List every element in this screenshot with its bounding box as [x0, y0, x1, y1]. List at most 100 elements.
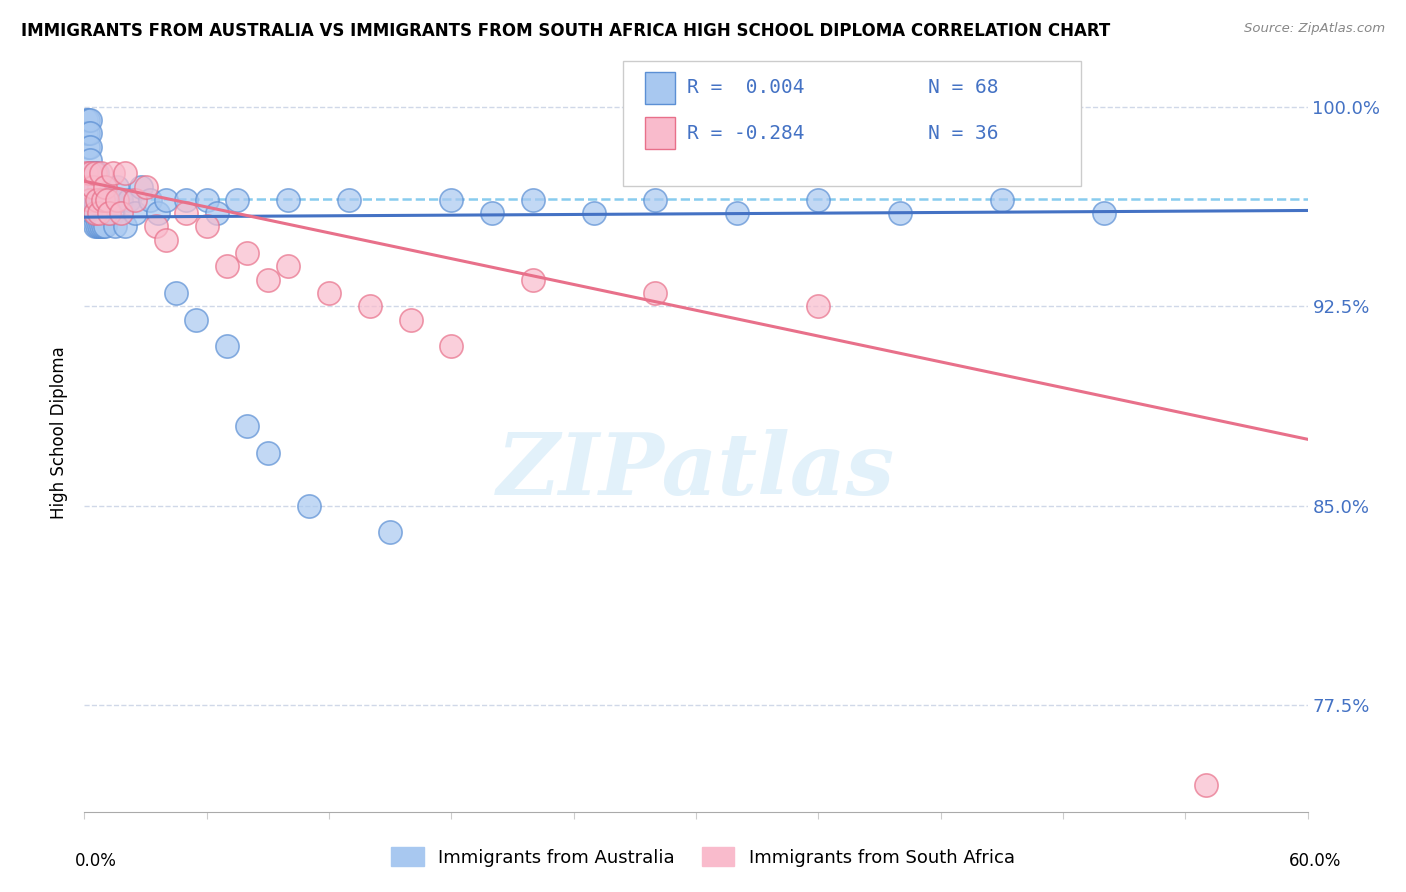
Point	[79, 126, 101, 140]
Text: 60.0%: 60.0%	[1288, 852, 1341, 870]
Point	[82, 179, 104, 194]
Text: Source: ZipAtlas.com: Source: ZipAtlas.com	[1244, 22, 1385, 36]
Point	[87, 206, 110, 220]
Point	[83, 193, 105, 207]
Point	[96, 193, 118, 207]
Point	[82, 193, 104, 207]
Point	[124, 193, 146, 207]
Point	[100, 193, 122, 207]
Point	[90, 166, 112, 180]
Point	[174, 193, 197, 207]
Point	[1092, 206, 1115, 220]
Point	[75, 166, 97, 180]
Point	[145, 219, 167, 234]
Point	[79, 153, 101, 167]
Point	[131, 179, 153, 194]
Point	[399, 312, 422, 326]
Point	[77, 179, 100, 194]
Point	[110, 206, 132, 220]
Point	[236, 419, 259, 434]
Point	[522, 193, 544, 207]
Point	[75, 113, 97, 128]
Point	[86, 193, 108, 207]
Point	[79, 166, 101, 180]
Text: R =  0.004: R = 0.004	[688, 78, 804, 97]
Point	[77, 126, 100, 140]
Point	[991, 193, 1014, 207]
Point	[277, 260, 299, 274]
Point	[481, 206, 503, 220]
Point	[83, 166, 105, 180]
Text: N = 68: N = 68	[928, 78, 998, 97]
Point	[86, 166, 108, 180]
Point	[82, 179, 104, 194]
Legend: Immigrants from Australia, Immigrants from South Africa: Immigrants from Australia, Immigrants fr…	[384, 840, 1022, 874]
Point	[226, 193, 249, 207]
Point	[105, 193, 128, 207]
Point	[83, 206, 105, 220]
Point	[135, 179, 157, 194]
Text: R = -0.284: R = -0.284	[688, 124, 804, 143]
Point	[83, 179, 105, 194]
Text: ZIPatlas: ZIPatlas	[496, 429, 896, 512]
Point	[91, 193, 114, 207]
Point	[97, 206, 120, 220]
Point	[339, 193, 361, 207]
FancyBboxPatch shape	[623, 61, 1081, 186]
Point	[440, 339, 463, 353]
Point	[138, 193, 160, 207]
Point	[91, 193, 114, 207]
Point	[83, 206, 105, 220]
Text: N = 36: N = 36	[928, 124, 998, 143]
Point	[217, 260, 239, 274]
Point	[644, 193, 666, 207]
Point	[101, 206, 124, 220]
Point	[118, 193, 141, 207]
Point	[90, 193, 112, 207]
Point	[440, 193, 463, 207]
Point	[83, 166, 105, 180]
Point	[359, 299, 381, 313]
Y-axis label: High School Diploma: High School Diploma	[51, 346, 69, 519]
Point	[1195, 778, 1218, 792]
Point	[124, 206, 146, 220]
Point	[96, 193, 118, 207]
Point	[79, 166, 101, 180]
Point	[380, 525, 402, 540]
Point	[195, 193, 218, 207]
Bar	[644, 71, 675, 103]
Point	[807, 193, 830, 207]
Point	[889, 206, 911, 220]
Point	[298, 499, 321, 513]
Point	[91, 219, 114, 234]
Point	[87, 179, 110, 194]
Point	[257, 445, 280, 459]
Point	[195, 219, 218, 234]
Point	[93, 219, 115, 234]
Point	[86, 219, 108, 234]
Point	[87, 193, 110, 207]
Point	[165, 285, 187, 300]
Point	[97, 206, 120, 220]
Point	[83, 219, 105, 234]
Point	[725, 206, 748, 220]
Point	[93, 193, 115, 207]
Point	[105, 179, 128, 194]
Point	[522, 273, 544, 287]
Text: 0.0%: 0.0%	[75, 852, 117, 870]
Point	[155, 193, 177, 207]
Point	[114, 166, 136, 180]
Point	[77, 139, 100, 153]
Point	[277, 193, 299, 207]
Point	[174, 206, 197, 220]
Point	[93, 179, 115, 194]
Point	[257, 273, 280, 287]
Point	[236, 246, 259, 260]
Point	[90, 219, 112, 234]
Point	[79, 193, 101, 207]
Point	[114, 219, 136, 234]
Point	[79, 139, 101, 153]
Bar	[644, 117, 675, 149]
Point	[318, 285, 340, 300]
Point	[82, 206, 104, 220]
